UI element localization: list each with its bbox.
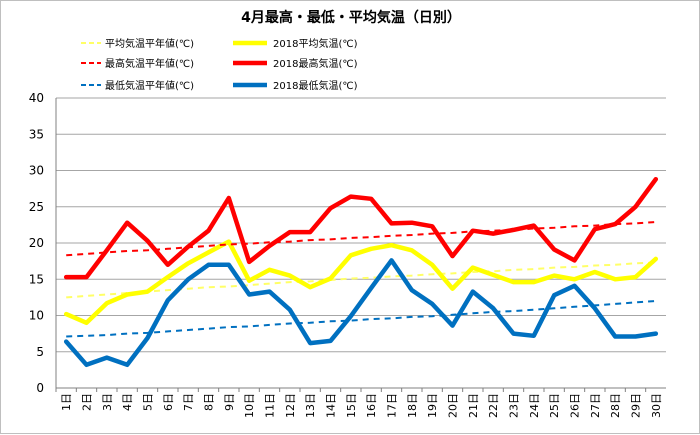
legend-label: 最低気温平年値(℃) — [105, 79, 194, 92]
y-tick-label: 5 — [36, 345, 44, 359]
legend: 平均気温平年値(℃) 2018平均気温(℃) 最高気温平年値(℃) 2018最高気温(… — [81, 37, 358, 92]
x-tick-label: 7日 — [182, 393, 195, 411]
x-tick-label: 17日 — [386, 393, 399, 418]
series-line — [66, 300, 656, 338]
legend-label: 2018最低気温(℃) — [273, 79, 358, 92]
x-tick-label: 15日 — [345, 393, 358, 418]
x-tick-label: 9日 — [223, 393, 236, 411]
x-tick-label: 3日 — [101, 393, 114, 411]
x-tick-label: 19日 — [426, 393, 439, 418]
x-tick-label: 4日 — [121, 393, 134, 411]
x-tick-label: 2日 — [81, 393, 94, 411]
x-tick-label: 28日 — [609, 393, 622, 418]
x-tick-label: 20日 — [447, 393, 460, 418]
y-tick-label: 20 — [29, 236, 44, 250]
x-tick-label: 13日 — [304, 393, 317, 418]
y-tick-label: 0 — [36, 381, 44, 395]
x-tick-label: 22日 — [487, 393, 500, 418]
x-tick-label: 23日 — [508, 393, 521, 418]
x-tick-label: 16日 — [365, 393, 378, 418]
x-tick-label: 25日 — [548, 393, 561, 418]
y-tick-label: 15 — [29, 272, 44, 286]
x-tick-label: 18日 — [406, 393, 419, 418]
series-line — [63, 239, 659, 326]
x-axis: 1日 2日 3日 4日 5日 6日 7日 8日 9日 10日 11日 12日 13日 14日 15日 16日 1… — [55, 388, 663, 418]
y-tick-label: 40 — [29, 91, 44, 105]
x-tick-label: 30日 — [650, 393, 663, 418]
y-tick-label: 10 — [29, 309, 44, 323]
chart-title: 4月最高・最低・平均気温（日別） — [241, 9, 461, 26]
x-tick-label: 26日 — [569, 393, 582, 418]
legend-label: 2018平均気温(℃) — [273, 37, 358, 50]
series-line — [63, 176, 659, 280]
x-tick-label: 21日 — [467, 393, 480, 418]
series-lines — [63, 176, 659, 368]
y-tick-label: 35 — [29, 127, 44, 141]
y-tick-label: 30 — [29, 164, 44, 178]
x-tick-label: 12日 — [284, 393, 297, 418]
x-tick-label: 1日 — [60, 393, 73, 411]
x-tick-label: 8日 — [203, 393, 216, 411]
series-line — [63, 258, 659, 368]
y-tick-label: 25 — [29, 200, 44, 214]
x-tick-label: 24日 — [528, 393, 541, 418]
x-tick-label: 10日 — [243, 393, 256, 418]
legend-label: 2018最高気温(℃) — [273, 57, 358, 70]
x-tick-label: 27日 — [589, 393, 602, 418]
x-tick-label: 11日 — [264, 393, 277, 418]
legend-label: 平均気温平年値(℃) — [105, 37, 194, 50]
legend-label: 最高気温平年値(℃) — [105, 57, 194, 70]
x-tick-label: 14日 — [325, 393, 338, 418]
x-tick-label: 5日 — [142, 393, 155, 411]
x-tick-label: 6日 — [162, 393, 175, 411]
x-tick-label: 29日 — [630, 393, 643, 418]
